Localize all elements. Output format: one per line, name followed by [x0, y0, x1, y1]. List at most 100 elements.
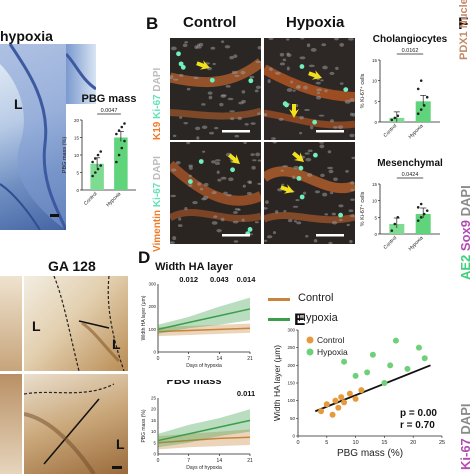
- legend-hypoxia-swatch: [268, 318, 290, 321]
- dapi-nucleus: [329, 71, 335, 75]
- dapi-nucleus: [306, 43, 311, 48]
- ki67-positive-cell: [299, 64, 305, 69]
- dapi-nucleus: [194, 126, 201, 131]
- dapi-nucleus: [304, 108, 310, 112]
- ki67-label: Ki-67: [152, 94, 163, 119]
- x-tick-label: 15: [381, 440, 387, 446]
- legend-label-control: Control: [317, 335, 345, 345]
- ki67-positive-cell: [296, 176, 302, 181]
- dapi-nucleus: [229, 110, 236, 113]
- bar-chart-title: PBG mass: [81, 93, 136, 105]
- ki67-positive-cell: [180, 64, 186, 70]
- dapi-nucleus: [305, 234, 309, 238]
- data-point: [94, 157, 97, 160]
- dapi-nucleus: [292, 205, 299, 208]
- legend-control-swatch: [268, 298, 290, 301]
- dapi-nucleus: [201, 103, 206, 106]
- data-point: [115, 160, 118, 164]
- dapi-nucleus: [257, 45, 261, 50]
- x-tick-label: 14: [217, 458, 223, 464]
- dapi-nucleus: [241, 90, 246, 94]
- dapi-nucleus: [179, 116, 183, 119]
- data-point: [115, 132, 118, 136]
- y-tick-label: 300: [148, 282, 156, 287]
- dapi-nucleus: [255, 60, 261, 63]
- panel-f-bottom-label: Ki-67 DAPI: [458, 404, 473, 470]
- ki67-positive-cell: [198, 159, 204, 164]
- panel-f-mid-label: AE2 Sox9 DAPI: [458, 185, 473, 280]
- bar-hypoxia: [415, 101, 431, 122]
- dapi-nucleus: [212, 62, 216, 66]
- dapi-nucleus: [254, 221, 259, 224]
- scale-bar: [316, 130, 344, 133]
- dapi-nucleus: [225, 85, 231, 88]
- dapi-nucleus: [322, 192, 328, 197]
- dapi-nucleus: [233, 54, 238, 58]
- data-point: [91, 160, 94, 164]
- dapi-nucleus: [352, 112, 355, 117]
- dapi-nucleus: [339, 43, 344, 47]
- dapi-nucleus: [338, 218, 343, 222]
- legend-hypoxia-label: Hypoxia: [298, 312, 338, 324]
- data-point: [419, 108, 423, 111]
- y-tick-label: 20: [74, 118, 80, 123]
- data-point: [416, 219, 420, 222]
- scale-bar: [316, 234, 344, 237]
- dapi-nucleus: [292, 175, 296, 180]
- dapi-nucleus: [286, 52, 290, 56]
- dapi-nucleus: [299, 116, 304, 120]
- micrograph-ga-left-top: [0, 276, 22, 371]
- y-tick-label: 300: [287, 328, 295, 333]
- dapi-nucleus: [281, 183, 285, 186]
- dapi-nucleus: [231, 70, 236, 75]
- vimentin-label: Vimentin: [152, 209, 163, 252]
- arrow-marker: [308, 70, 322, 80]
- dapi-nucleus: [337, 125, 344, 130]
- data-point: [419, 216, 423, 219]
- ki67-label-2: Ki-67: [152, 182, 163, 208]
- lumen-label-ga-1: L: [32, 318, 41, 334]
- dapi-nucleus: [234, 208, 240, 211]
- dapi-nucleus: [316, 91, 321, 95]
- dapi-nucleus: [266, 235, 273, 239]
- dapi-nucleus: [313, 238, 318, 243]
- k19-label: K19: [152, 121, 163, 140]
- y-tick-label: 150: [287, 381, 295, 386]
- micrograph-control-vimentin: [170, 142, 261, 244]
- scatter-point-control: [358, 387, 365, 394]
- legend-label-hypoxia: Hypoxia: [317, 347, 348, 357]
- dapi-nucleus: [275, 209, 279, 214]
- dapi-nucleus: [216, 228, 222, 233]
- dapi-nucleus: [350, 181, 355, 185]
- bar-control: [90, 163, 104, 190]
- dapi-nucleus: [249, 75, 255, 79]
- data-point: [416, 87, 420, 91]
- dapi-nucleus: [282, 165, 289, 168]
- dapi-nucleus: [202, 195, 209, 200]
- dapi-nucleus: [224, 45, 231, 49]
- scatter-point-hypoxia: [387, 362, 394, 369]
- ki67-positive-cell: [284, 102, 289, 108]
- panel-b-letter: B: [146, 14, 159, 33]
- dapi-nucleus: [211, 191, 217, 195]
- dapi-nucleus: [254, 89, 259, 93]
- dapi-nucleus: [172, 236, 177, 241]
- dapi-nucleus: [188, 164, 193, 168]
- dapi-nucleus: [327, 166, 334, 170]
- dapi-nucleus: [209, 131, 215, 135]
- dapi-nucleus: [316, 95, 322, 100]
- dapi-nucleus: [316, 88, 323, 92]
- dapi-nucleus: [186, 87, 191, 91]
- data-point: [117, 129, 121, 132]
- y-tick-label: 10: [372, 79, 378, 84]
- data-point: [91, 174, 94, 178]
- y-tick-label: 15: [372, 58, 378, 63]
- x-tick-label: 14: [217, 356, 223, 362]
- dapi-nucleus: [303, 85, 308, 90]
- y-tick-label: 0: [374, 120, 377, 125]
- data-point: [416, 206, 420, 209]
- dapi-nucleus: [349, 214, 355, 218]
- dapi-nucleus: [264, 239, 268, 242]
- ae2-label: AE2: [458, 254, 473, 280]
- data-point: [396, 216, 400, 219]
